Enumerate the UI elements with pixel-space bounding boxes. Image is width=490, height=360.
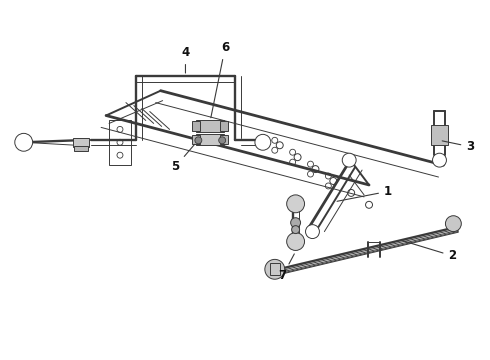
Bar <box>193 121 200 131</box>
Circle shape <box>15 133 33 151</box>
Text: 1: 1 <box>337 185 392 201</box>
Circle shape <box>219 137 226 144</box>
Bar <box>431 125 448 145</box>
Bar <box>193 135 200 144</box>
Circle shape <box>433 153 446 167</box>
Text: 3: 3 <box>442 140 474 153</box>
Text: 7: 7 <box>279 254 294 282</box>
Bar <box>220 135 228 144</box>
Circle shape <box>287 195 305 213</box>
Bar <box>196 121 224 132</box>
Circle shape <box>287 233 305 251</box>
Text: 4: 4 <box>181 46 190 73</box>
Circle shape <box>195 137 202 144</box>
Circle shape <box>306 225 319 239</box>
Text: 5: 5 <box>172 144 195 173</box>
Bar <box>220 121 228 131</box>
Circle shape <box>445 216 461 231</box>
Bar <box>74 146 88 151</box>
Text: 2: 2 <box>401 240 457 262</box>
Circle shape <box>342 153 356 167</box>
Bar <box>109 121 131 165</box>
Bar <box>270 264 280 275</box>
Circle shape <box>291 218 300 228</box>
Bar <box>74 138 89 147</box>
Bar <box>196 134 224 145</box>
Circle shape <box>255 134 271 150</box>
Text: 6: 6 <box>211 41 229 118</box>
Circle shape <box>292 226 299 234</box>
Circle shape <box>265 260 285 279</box>
